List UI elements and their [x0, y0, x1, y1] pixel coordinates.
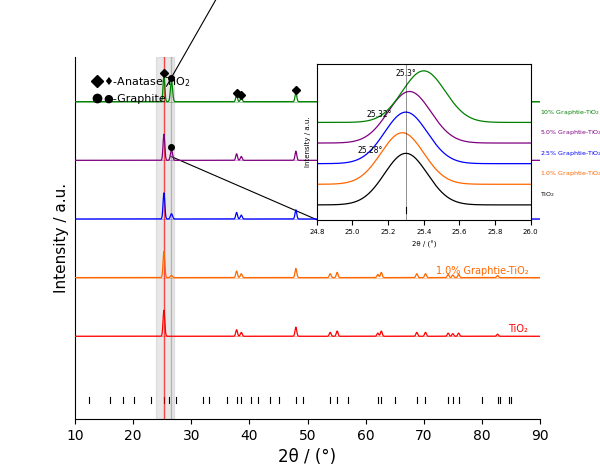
Bar [157, 57, 174, 419]
Text: 10% Graphtie-TiO₂: 10% Graphtie-TiO₂ [439, 89, 529, 100]
Text: TiO₂: TiO₂ [509, 325, 529, 334]
Text: 5.0% Graphtie-TiO₂: 5.0% Graphtie-TiO₂ [436, 148, 529, 158]
Text: 1.0% Graphtie-TiO₂: 1.0% Graphtie-TiO₂ [436, 266, 529, 276]
Text: 2.5% Graphtie-TiO₂: 2.5% Graphtie-TiO₂ [436, 207, 529, 217]
Legend: ♦-Anatase TiO$_2$, ●-Graphite: ♦-Anatase TiO$_2$, ●-Graphite [90, 69, 196, 109]
Y-axis label: Intensity / a.u.: Intensity / a.u. [55, 183, 70, 293]
X-axis label: 2θ / (°): 2θ / (°) [278, 448, 337, 466]
